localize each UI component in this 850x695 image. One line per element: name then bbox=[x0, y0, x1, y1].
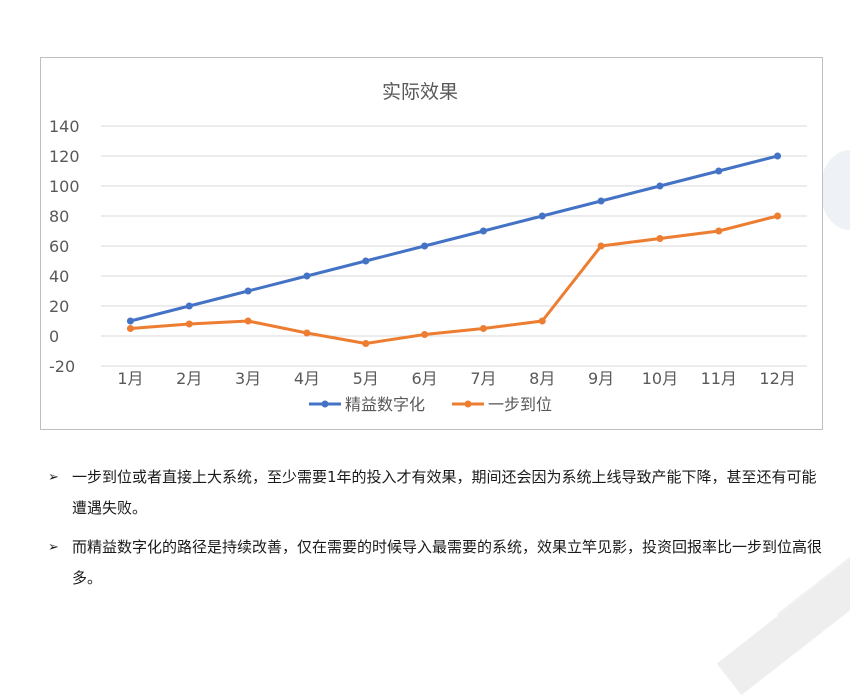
data-point bbox=[656, 235, 664, 242]
bullet-list: ➢ 一步到位或者直接上大系统，至少需要1年的投入才有效果，期间还会因为系统上线导… bbox=[48, 462, 828, 602]
data-point bbox=[479, 227, 487, 235]
x-tick-label: 12月 bbox=[759, 369, 795, 388]
arrow-bullet-icon: ➢ bbox=[48, 540, 59, 555]
data-point bbox=[538, 317, 546, 325]
x-tick-label: 9月 bbox=[588, 369, 614, 388]
y-tick-label: -20 bbox=[49, 357, 75, 376]
legend-label: 精益数字化 bbox=[345, 395, 425, 414]
bullet-text: 一步到位或者直接上大系统，至少需要1年的投入才有效果，期间还会因为系统上线导致产… bbox=[72, 468, 817, 517]
data-point bbox=[421, 331, 429, 338]
chart-frame: 实际效果 140 120 100 80 60 40 20 0 -20 1月 2月 3月 4月 5月 6月 7月… bbox=[40, 57, 823, 430]
data-point bbox=[244, 287, 252, 295]
data-point bbox=[421, 242, 429, 250]
bullet-item: ➢ 一步到位或者直接上大系统，至少需要1年的投入才有效果，期间还会因为系统上线导… bbox=[48, 462, 828, 524]
x-tick-label: 6月 bbox=[411, 369, 437, 388]
legend-marker bbox=[321, 400, 329, 408]
y-tick-label: 20 bbox=[49, 297, 69, 316]
x-tick-label: 1月 bbox=[117, 369, 143, 388]
series-line-2 bbox=[128, 214, 780, 345]
data-point bbox=[597, 242, 605, 250]
data-point bbox=[362, 340, 370, 347]
legend-marker bbox=[464, 400, 472, 408]
data-point bbox=[715, 167, 723, 175]
x-tick-label: 3月 bbox=[235, 369, 261, 388]
data-point bbox=[126, 325, 134, 332]
data-point bbox=[126, 317, 134, 325]
x-tick-label: 11月 bbox=[701, 369, 737, 388]
x-tick-label: 10月 bbox=[642, 369, 678, 388]
arrow-bullet-icon: ➢ bbox=[48, 470, 59, 485]
x-tick-label: 8月 bbox=[529, 369, 555, 388]
data-point bbox=[479, 325, 487, 332]
chart-title: 实际效果 bbox=[382, 81, 458, 103]
data-point bbox=[774, 152, 782, 160]
data-point bbox=[303, 272, 311, 280]
data-point bbox=[244, 317, 252, 325]
series-line-1 bbox=[128, 154, 780, 323]
data-point bbox=[656, 182, 664, 190]
x-tick-label: 7月 bbox=[470, 369, 496, 388]
data-point bbox=[303, 329, 311, 337]
x-tick-label: 4月 bbox=[294, 369, 320, 388]
legend-label: 一步到位 bbox=[488, 395, 552, 414]
y-tick-label: 100 bbox=[49, 177, 80, 196]
data-point bbox=[597, 197, 605, 205]
data-point bbox=[538, 212, 546, 220]
line-chart: 实际效果 140 120 100 80 60 40 20 0 -20 1月 2月 3月 4月 5月 6月 7月… bbox=[49, 81, 807, 414]
x-tick-label: 5月 bbox=[353, 369, 379, 388]
decorative-circle bbox=[820, 150, 850, 230]
y-tick-label: 0 bbox=[49, 327, 59, 346]
data-point bbox=[362, 257, 370, 265]
data-point bbox=[185, 320, 193, 328]
y-tick-label: 40 bbox=[49, 267, 69, 286]
bullet-item: ➢ 而精益数字化的路径是持续改善，仅在需要的时候导入最需要的系统，效果立竿见影，… bbox=[48, 532, 828, 594]
y-tick-label: 80 bbox=[49, 207, 69, 226]
y-tick-label: 60 bbox=[49, 237, 69, 256]
y-tick-label: 120 bbox=[49, 147, 80, 166]
bullet-text: 而精益数字化的路径是持续改善，仅在需要的时候导入最需要的系统，效果立竿见影，投资… bbox=[72, 538, 823, 587]
data-point bbox=[774, 212, 782, 220]
x-tick-label: 2月 bbox=[176, 369, 202, 388]
data-point bbox=[185, 302, 193, 310]
data-point bbox=[715, 227, 723, 235]
y-tick-label: 140 bbox=[49, 117, 80, 136]
